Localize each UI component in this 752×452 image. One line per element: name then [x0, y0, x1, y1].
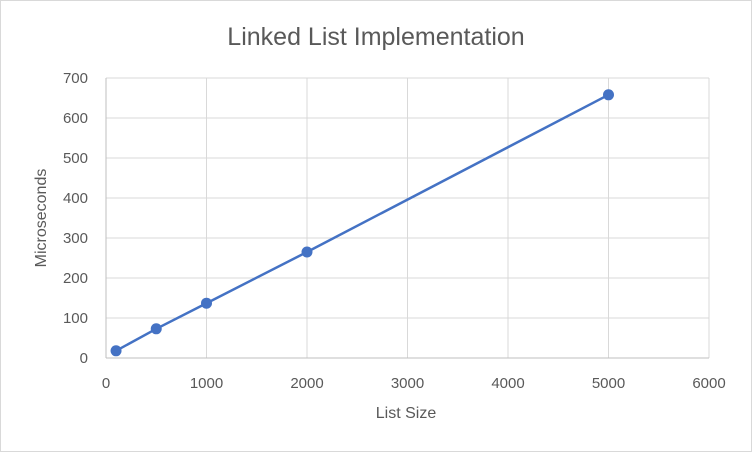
- x-axis-title: List Size: [376, 405, 437, 422]
- y-tick-label: 600: [63, 110, 88, 127]
- y-tick-label: 400: [63, 190, 88, 207]
- x-tick-label: 5000: [592, 375, 625, 392]
- data-point: [301, 246, 313, 258]
- data-point: [110, 345, 122, 357]
- data-point: [150, 323, 162, 335]
- y-tick-label: 700: [63, 70, 88, 87]
- x-tick-label: 6000: [692, 375, 725, 392]
- data-point: [603, 89, 614, 101]
- series: [110, 89, 614, 357]
- y-axis-title: Microseconds: [33, 169, 50, 268]
- axes: [105, 78, 709, 359]
- x-tick-label: 3000: [391, 375, 424, 392]
- data-point: [201, 297, 212, 309]
- x-tick-label: 1000: [190, 375, 223, 392]
- chart-title: Linked List Implementation: [227, 23, 524, 51]
- gridlines: [106, 77, 710, 358]
- series-line: [115, 93, 610, 352]
- y-tick-label: 500: [63, 150, 88, 167]
- x-tick-label: 4000: [491, 375, 524, 392]
- y-tick-label: 100: [63, 310, 88, 327]
- y-tick-label: 300: [63, 230, 88, 247]
- x-tick-label: 0: [102, 375, 110, 392]
- tick-labels: 0 100 200 300 400 500 600 700 0 1000 2000 3000 4000 5…: [63, 70, 726, 392]
- x-tick-label: 2000: [290, 375, 323, 392]
- y-tick-label: 200: [63, 270, 88, 287]
- y-tick-label: 0: [80, 350, 88, 367]
